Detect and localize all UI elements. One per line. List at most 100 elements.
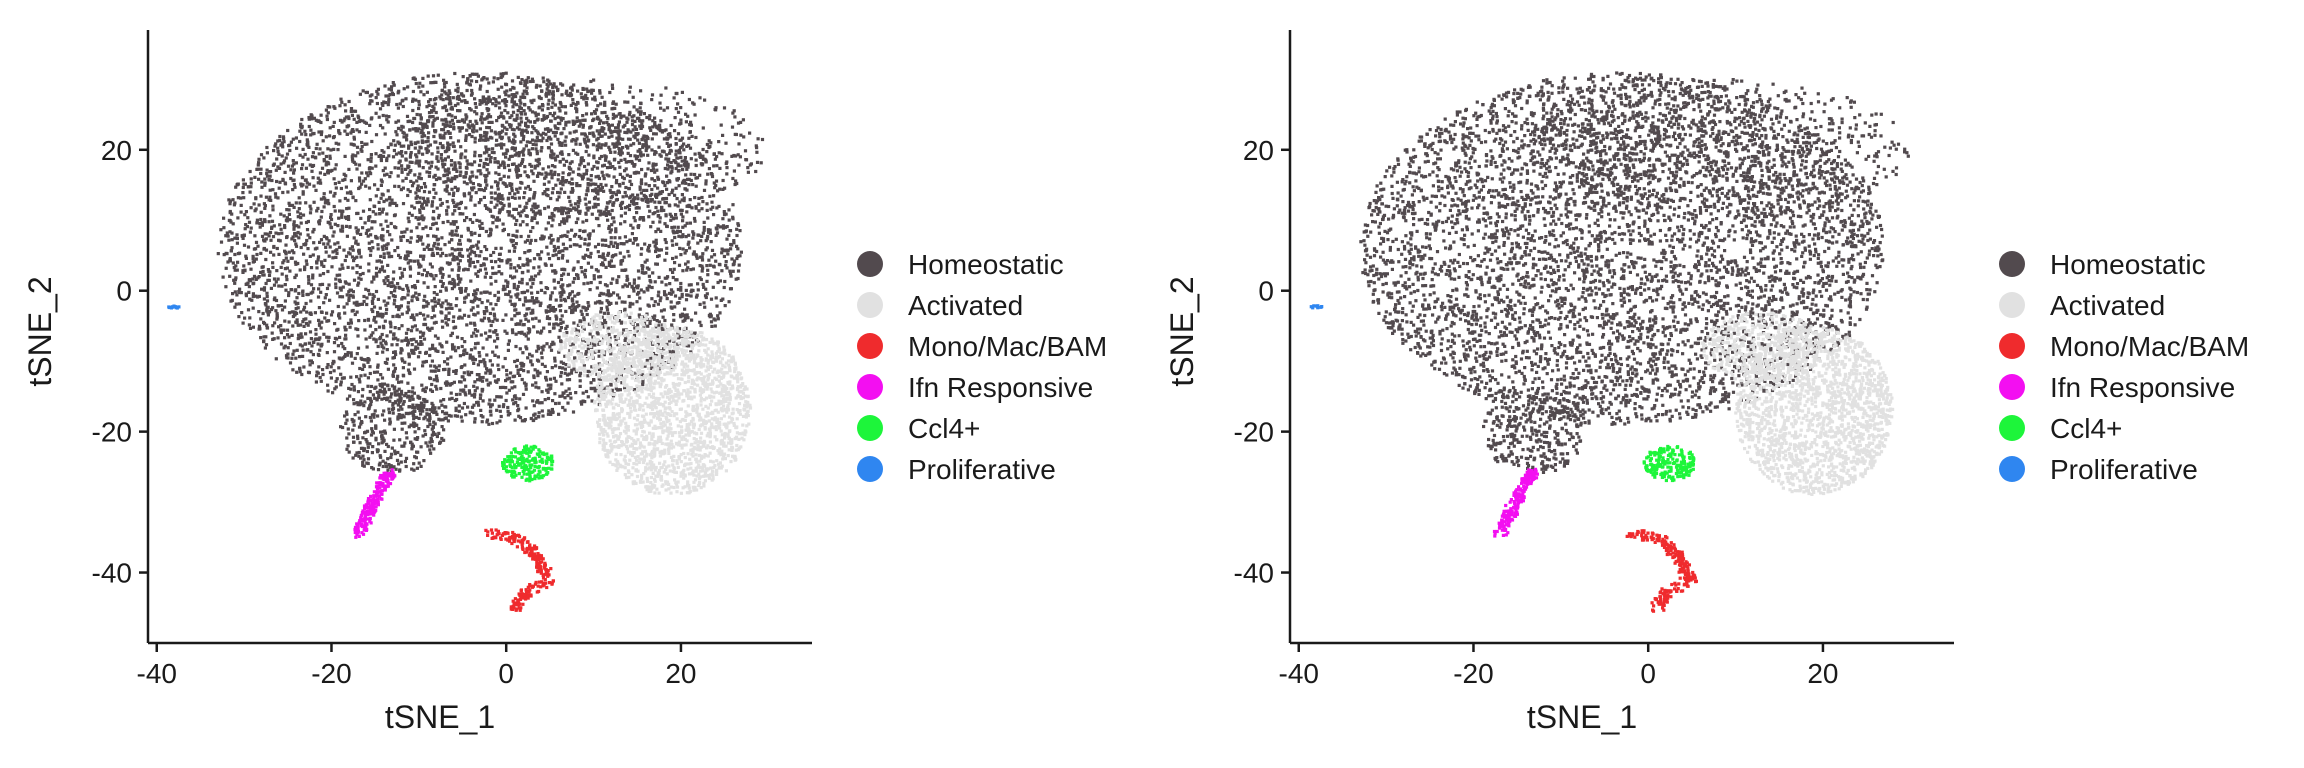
data-point (336, 241, 340, 245)
data-point (228, 257, 232, 261)
data-point (530, 218, 534, 223)
data-point (374, 164, 378, 168)
data-point (410, 299, 414, 303)
data-point (267, 278, 271, 282)
data-point (436, 167, 440, 171)
data-point (248, 297, 252, 301)
data-point (350, 255, 355, 259)
data-point (473, 289, 477, 293)
data-point (333, 106, 337, 110)
data-point (384, 247, 389, 251)
data-point (631, 193, 635, 197)
data-point (241, 191, 245, 195)
data-point (496, 355, 500, 359)
data-point (273, 321, 277, 325)
data-point (433, 347, 437, 351)
data-point (462, 371, 466, 375)
data-point (387, 197, 391, 201)
data-point (453, 325, 457, 329)
data-point (558, 365, 562, 370)
data-point (417, 416, 421, 420)
data-point (539, 237, 543, 241)
data-point (690, 341, 695, 345)
data-point (376, 87, 380, 91)
data-point (468, 262, 472, 266)
data-point (283, 170, 287, 174)
data-point (578, 198, 582, 202)
data-point (434, 234, 438, 239)
data-point (450, 281, 454, 286)
data-point (523, 79, 527, 83)
data-point (369, 384, 374, 389)
data-point (535, 349, 539, 353)
data-point (554, 314, 558, 318)
data-point (444, 317, 448, 321)
data-point (658, 216, 662, 220)
data-point (455, 233, 459, 237)
data-point (723, 304, 727, 308)
data-point (331, 362, 335, 366)
data-point (373, 183, 377, 187)
data-point (547, 98, 551, 102)
data-point (488, 233, 493, 237)
data-point (329, 365, 333, 369)
data-point (647, 145, 651, 149)
data-point (417, 262, 421, 266)
data-point (549, 348, 554, 352)
data-point (427, 131, 431, 135)
data-point (325, 335, 329, 339)
data-point (651, 164, 655, 168)
data-point (556, 323, 560, 327)
data-point (547, 92, 551, 96)
data-point (714, 271, 718, 276)
data-point (331, 256, 335, 260)
data-point (473, 102, 477, 106)
data-point (354, 226, 358, 230)
data-point (542, 326, 546, 330)
data-point (664, 240, 668, 245)
data-point (509, 238, 513, 242)
data-point (550, 410, 555, 415)
data-point (359, 399, 363, 403)
data-point (293, 185, 297, 189)
data-point (496, 337, 500, 341)
points-layer (167, 71, 765, 612)
data-point (442, 134, 446, 138)
data-point (598, 293, 602, 297)
data-point (232, 278, 236, 282)
data-point (444, 314, 448, 318)
data-point (233, 281, 237, 285)
data-point (693, 196, 697, 200)
data-point (512, 402, 516, 406)
data-point (505, 284, 510, 288)
data-point (654, 249, 658, 254)
data-point (422, 216, 426, 220)
data-point (404, 97, 408, 101)
data-point (430, 401, 434, 405)
data-point (622, 177, 626, 181)
data-point (367, 269, 371, 273)
data-point (558, 191, 562, 195)
data-point (453, 209, 457, 213)
data-point (689, 283, 693, 287)
data-point (506, 259, 510, 263)
data-point (622, 344, 626, 348)
data-point (529, 238, 533, 242)
data-point (389, 171, 393, 175)
data-point (380, 245, 384, 249)
data-point (701, 231, 705, 235)
data-point (546, 84, 550, 88)
data-point (576, 199, 580, 204)
data-point (528, 259, 532, 263)
data-point (233, 290, 237, 294)
data-point (631, 226, 635, 230)
data-point (525, 116, 529, 120)
data-point (484, 271, 488, 275)
data-point (399, 235, 403, 239)
data-point (510, 97, 514, 101)
data-point (230, 246, 234, 250)
data-point (453, 185, 457, 189)
data-point (234, 276, 238, 280)
data-point (543, 364, 547, 368)
data-point (462, 120, 466, 124)
